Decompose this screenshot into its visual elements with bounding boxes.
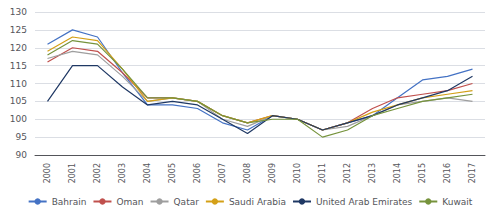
svg-text:2001: 2001 [68,163,77,183]
svg-text:Kuwait: Kuwait [442,197,473,207]
svg-text:2017: 2017 [468,163,477,183]
svg-text:105: 105 [10,96,27,106]
svg-text:2008: 2008 [243,163,252,183]
svg-text:Bahrain: Bahrain [52,197,87,207]
svg-text:2013: 2013 [368,163,377,183]
svg-text:2015: 2015 [418,163,427,183]
svg-text:95: 95 [16,132,27,142]
svg-text:2007: 2007 [218,163,227,183]
svg-text:2002: 2002 [93,163,102,183]
svg-text:90: 90 [16,150,28,160]
svg-text:2011: 2011 [318,163,327,183]
svg-text:2003: 2003 [118,163,127,183]
svg-text:2014: 2014 [393,163,402,183]
svg-text:115: 115 [10,61,27,71]
svg-text:United Arab Emirates: United Arab Emirates [316,197,413,207]
svg-text:2009: 2009 [268,163,277,183]
svg-text:2005: 2005 [168,163,177,183]
svg-text:2000: 2000 [43,163,52,183]
svg-text:Oman: Oman [116,197,143,207]
svg-text:Saudi Arabia: Saudi Arabia [229,197,286,207]
svg-text:120: 120 [10,43,27,53]
svg-text:2012: 2012 [343,163,352,183]
svg-text:110: 110 [10,79,27,89]
svg-text:Qatar: Qatar [174,197,200,207]
svg-text:2016: 2016 [443,163,452,183]
svg-text:2006: 2006 [193,163,202,183]
svg-text:2004: 2004 [143,163,152,183]
svg-text:125: 125 [10,25,27,35]
svg-text:130: 130 [10,7,27,17]
svg-text:2010: 2010 [293,163,302,183]
svg-text:100: 100 [10,114,27,124]
